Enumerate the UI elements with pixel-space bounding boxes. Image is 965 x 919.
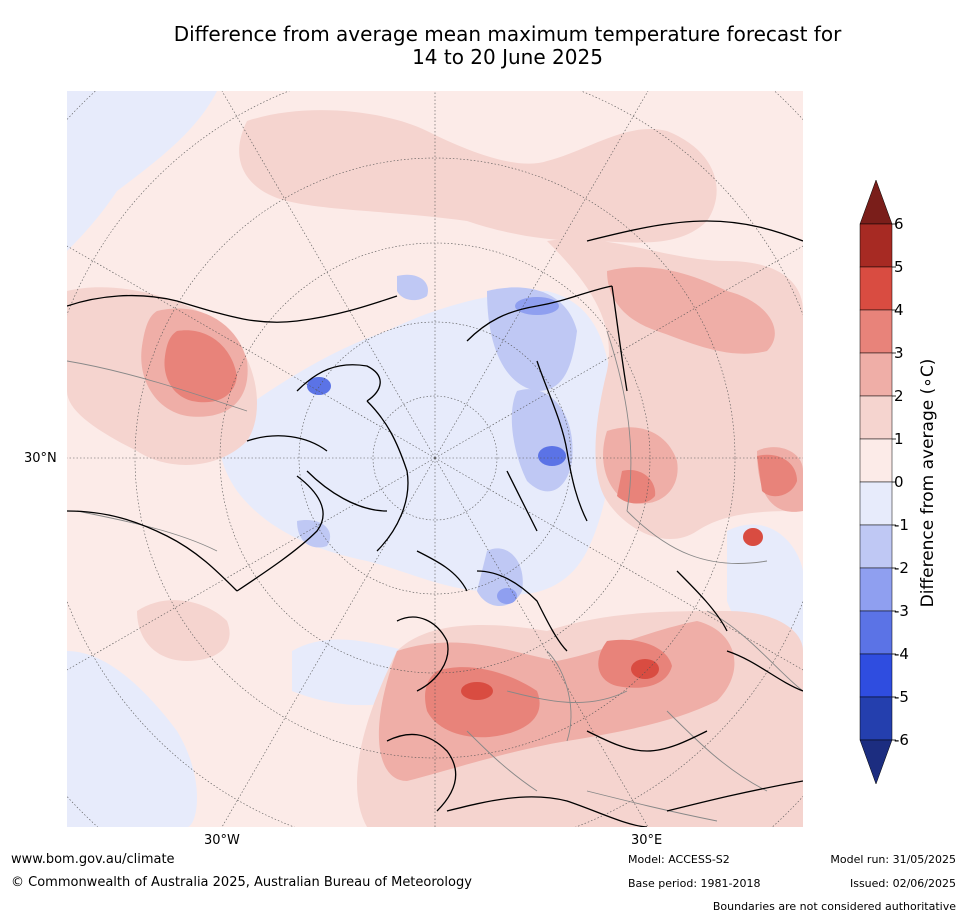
colorbar-ticks: 6 5 4 3 2 1 0 -1 -2 -3 -4 -5 -6	[892, 215, 909, 749]
colorbar-tick-label: 0	[894, 473, 904, 491]
colorbar: 6 5 4 3 2 1 0 -1 -2 -3 -4 -5 -6	[850, 179, 960, 785]
colorbar-extend-min	[859, 739, 893, 785]
colorbar-bin	[859, 653, 893, 698]
colorbar-tick-label: -4	[894, 645, 909, 663]
very-hot-anomaly-layer	[461, 528, 763, 700]
colorbar-tick-label: 4	[894, 301, 904, 319]
colorbar-svg: 6 5 4 3 2 1 0 -1 -2 -3 -4 -5 -6	[859, 179, 909, 785]
longitude-label-30e: 30°E	[631, 833, 663, 848]
colorbar-bin	[859, 567, 893, 612]
colorbar-tick-label: 5	[894, 258, 904, 276]
colorbar-tick-label: -5	[894, 688, 909, 706]
colorbar-tick-label: 1	[894, 430, 904, 448]
colorbar-bin	[859, 223, 893, 268]
colorbar-bin	[859, 395, 893, 440]
footer-disclaimer: Boundaries are not considered authoritat…	[712, 900, 956, 913]
colorbar-tick-label: -2	[894, 559, 909, 577]
colorbar-tick-label: -1	[894, 516, 909, 534]
colorbar-bin	[859, 266, 893, 311]
temperature-anomaly-map	[67, 91, 803, 827]
colorbar-bin	[859, 610, 893, 655]
footer-website: www.bom.gov.au/climate	[11, 852, 175, 867]
colorbar-axis-label: Difference from average (∘C)	[918, 358, 938, 608]
footer-model: Model: ACCESS-S2	[628, 853, 730, 866]
coastlines	[67, 220, 803, 827]
colorbar-tick-label: -3	[894, 602, 909, 620]
footer-base-period: Base period: 1981-2018	[628, 877, 761, 890]
map-title-line-1: Difference from average mean maximum tem…	[173, 22, 842, 46]
footer-copyright: © Commonwealth of Australia 2025, Austra…	[11, 875, 472, 890]
colorbar-extend-max	[859, 179, 893, 225]
colorbar-bin	[859, 352, 893, 397]
colorbar-tick-label: 6	[894, 215, 904, 233]
map-svg	[67, 91, 803, 827]
colorbar-tick-label: 2	[894, 387, 904, 405]
colorbar-bin	[859, 481, 893, 526]
colorbar-tick-label: 3	[894, 344, 904, 362]
footer-model-run: Model run: 31/05/2025	[830, 853, 956, 866]
latitude-label-30n: 30°N	[24, 451, 57, 466]
colorbar-bin	[859, 696, 893, 741]
colorbar-bin	[859, 309, 893, 354]
colorbar-bin	[859, 438, 893, 483]
longitude-label-30w: 30°W	[204, 833, 240, 848]
colorbar-bins	[859, 179, 893, 785]
colorbar-bin	[859, 524, 893, 569]
footer-issued: Issued: 02/06/2025	[849, 877, 956, 890]
colorbar-tick-label: -6	[894, 731, 909, 749]
map-title-line-2: 14 to 20 June 2025	[412, 45, 603, 69]
